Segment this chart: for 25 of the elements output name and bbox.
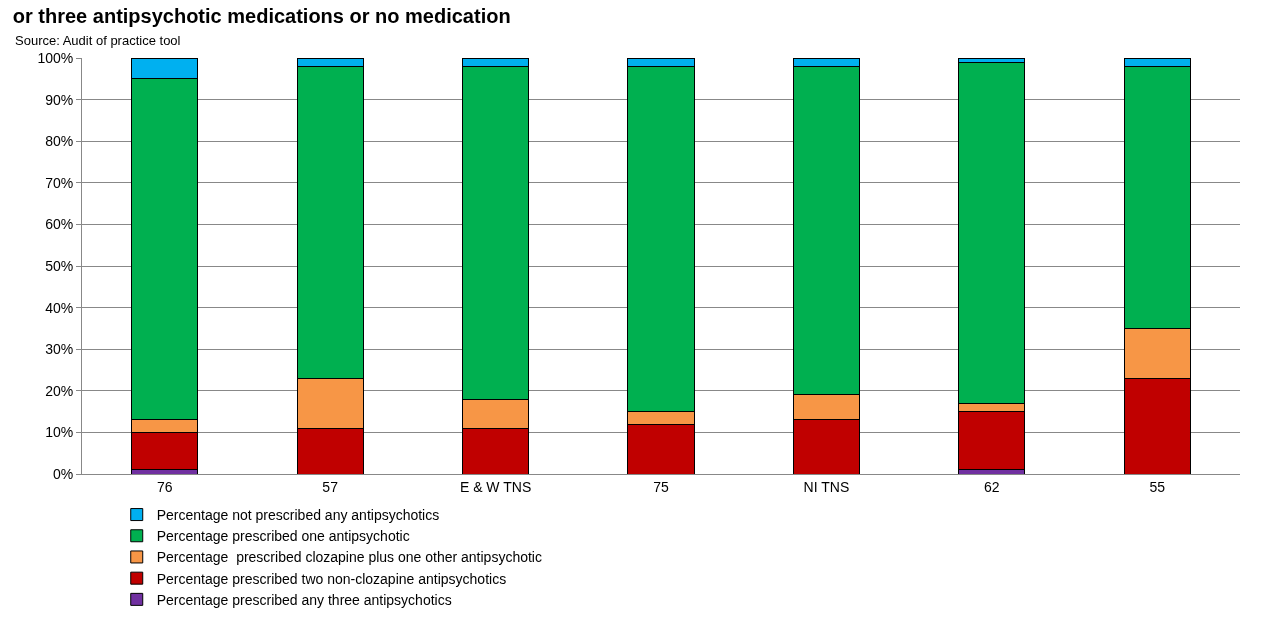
y-tick-label: 10% (45, 424, 74, 441)
legend-label: Percentage prescribed two non-clozapine antipsychotics (156, 570, 507, 587)
y-tick-label: 40% (45, 299, 74, 316)
x-tick-label: 62 (984, 478, 1000, 495)
legend-label: Percentage prescribed one antipsychotic (156, 528, 410, 545)
x-tick-label: NI TNS (803, 478, 850, 495)
x-tick-label: 75 (653, 478, 669, 495)
y-tick-label: 70% (45, 174, 74, 191)
chart-title: or three antipsychotic medications or no medication (12, 5, 511, 28)
y-tick-label: 80% (45, 133, 74, 150)
x-tick-label: 76 (156, 478, 173, 495)
legend-label: Percentage prescribed any three antipsychotics (156, 591, 452, 608)
y-tick-label: 90% (45, 91, 74, 108)
source-note: Source: Audit of practice tool (15, 33, 181, 48)
legend-label: Percentage not prescribed any antipsychotics (156, 507, 440, 524)
y-tick-label: 100% (37, 49, 74, 66)
y-tick-label: 50% (45, 257, 74, 274)
y-tick-label: 0% (52, 465, 74, 482)
y-tick-label: 60% (45, 216, 74, 233)
x-tick-label: 55 (1149, 478, 1166, 495)
legend-label: Percentage prescribed clozapine plus one other antipsychotic (156, 549, 542, 566)
y-tick-label: 30% (45, 341, 74, 358)
x-tick-label: E & W TNS (459, 478, 532, 495)
y-tick-label: 20% (45, 382, 74, 399)
x-tick-label: 57 (322, 478, 339, 495)
